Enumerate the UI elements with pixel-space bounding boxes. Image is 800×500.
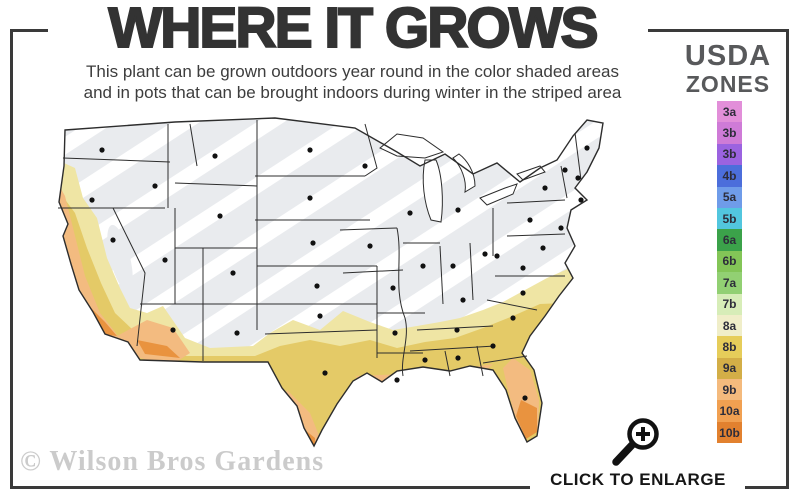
zone-cell-11: 8b: [717, 336, 742, 358]
watermark: © Wilson Bros Gardens: [20, 446, 325, 477]
subtitle-line-1: This plant can be grown outdoors year ro…: [86, 62, 619, 81]
state-dot: [510, 315, 516, 321]
state-dot: [460, 297, 466, 303]
state-dot: [212, 153, 218, 159]
frame-right-edge: [786, 29, 789, 489]
state-dot: [420, 263, 426, 269]
zone-cell-2: 3b: [717, 143, 742, 166]
magnifier-plus-icon[interactable]: [606, 414, 664, 470]
state-dot: [170, 327, 176, 333]
state-dot: [578, 197, 584, 203]
state-dot: [310, 240, 316, 246]
zone-cell-15: 10b: [717, 421, 742, 444]
zone-cell-6: 6a: [717, 229, 742, 251]
us-coastline-outline: [58, 117, 604, 448]
state-dot: [230, 270, 236, 276]
state-dot: [99, 147, 105, 153]
state-dot: [520, 265, 526, 271]
frame-bottom-left-segment: [10, 486, 530, 489]
zone-cell-14: 10a: [717, 400, 742, 422]
state-dot: [542, 185, 548, 191]
state-dot: [450, 263, 456, 269]
state-dot: [390, 285, 396, 291]
usda-zones-legend: 3a 3b 3b 4b 5a 5b 6a 6b 7a 7b 8a 8b 9a 9b 10a 10b: [717, 101, 742, 444]
state-dot: [454, 327, 460, 333]
frame-top-right-segment: [648, 29, 789, 32]
zone-cell-12: 9a: [717, 357, 742, 380]
state-dot: [584, 145, 590, 151]
legend-title-zones: ZONES: [685, 71, 771, 97]
state-dot: [152, 183, 158, 189]
zone-cell-13: 9b: [717, 379, 742, 401]
state-dot: [527, 217, 533, 223]
zone-cell-4: 5a: [717, 186, 742, 208]
state-dots: [89, 145, 590, 401]
state-dot: [575, 175, 581, 181]
zone-cell-10: 8a: [717, 314, 742, 337]
zone-cell-3: 4b: [717, 165, 742, 187]
state-dot: [455, 355, 461, 361]
frame-bottom-right-segment: [745, 486, 789, 489]
subtitle: This plant can be grown outdoors year ro…: [30, 61, 675, 103]
subtitle-line-2: and in pots that can be brought indoors …: [83, 83, 622, 102]
zone-cell-9: 7b: [717, 293, 742, 315]
great-lakes: [379, 133, 546, 223]
zone-cell-8: 7a: [717, 272, 742, 294]
state-dot: [217, 213, 223, 219]
state-dot: [234, 330, 240, 336]
legend-title: USDA ZONES: [668, 42, 788, 96]
us-zone-map[interactable]: [25, 108, 670, 478]
state-dot: [317, 313, 323, 319]
state-dot: [455, 207, 461, 213]
state-dot: [322, 370, 328, 376]
zone-cell-1: 3b: [717, 122, 742, 144]
zone-cell-7: 6b: [717, 250, 742, 273]
zone-cell-0: 3a: [717, 101, 742, 123]
state-dot: [367, 243, 373, 249]
state-dot: [522, 395, 528, 401]
page-title: WHERE IT GROWS: [107, 0, 599, 60]
state-dot: [422, 357, 428, 363]
state-dot: [110, 237, 116, 243]
state-dot: [562, 167, 568, 173]
state-dot: [520, 290, 526, 296]
state-borders: [58, 120, 582, 377]
state-dot: [162, 257, 168, 263]
state-dot: [494, 253, 500, 259]
state-dot: [482, 251, 488, 257]
state-dot: [407, 210, 413, 216]
frame-left-edge: [10, 29, 13, 489]
click-to-enlarge-button[interactable]: CLICK TO ENLARGE: [550, 470, 726, 489]
state-dot: [558, 225, 564, 231]
state-dot: [89, 197, 95, 203]
state-dot: [362, 163, 368, 169]
frame-top-left-segment: [10, 29, 48, 32]
state-dot: [490, 343, 496, 349]
state-dot: [307, 147, 313, 153]
map-layers: [58, 117, 604, 448]
state-dot: [314, 283, 320, 289]
state-dot: [392, 330, 398, 336]
zone-cell-5: 5b: [717, 207, 742, 230]
state-dot: [394, 377, 400, 383]
legend-title-usda: USDA: [684, 40, 772, 72]
state-dot: [307, 195, 313, 201]
state-dot: [540, 245, 546, 251]
